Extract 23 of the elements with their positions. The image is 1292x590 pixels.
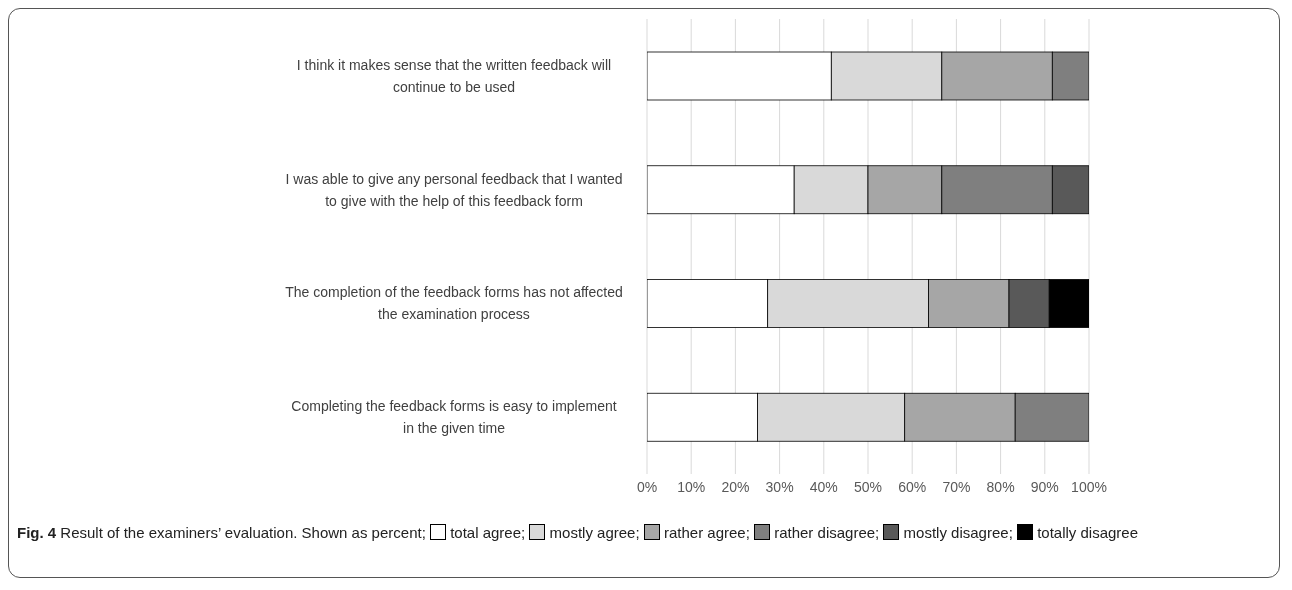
legend-label: rather agree;	[662, 524, 750, 541]
legend-label: mostly agree;	[548, 524, 640, 541]
y-tick-label: The completion of the feedback forms has not affected the examination process	[284, 283, 624, 325]
legend-label: total agree;	[449, 524, 526, 541]
y-tick-label: Completing the feedback forms is easy to implement in the given time	[290, 397, 618, 439]
y-tick-label: I was able to give any personal feedback that I wanted to give with the help of this feedback form	[284, 169, 624, 211]
x-tick-label: 30%	[765, 478, 794, 495]
x-tick-label: 70%	[942, 478, 971, 495]
x-tick-label: 20%	[721, 478, 750, 495]
text: Result of the examiners’ evaluation. Shown as percent;	[60, 524, 426, 541]
legend-label: mostly disagree;	[902, 524, 1013, 541]
x-tick-label: 90%	[1030, 478, 1059, 495]
x-tick-label: 10%	[677, 478, 706, 495]
legend-label: totally disagree	[1036, 524, 1139, 541]
x-tick-label: 50%	[853, 478, 883, 495]
text: Fig. 4	[17, 524, 57, 541]
x-tick-label: 40%	[809, 478, 838, 495]
x-tick-label: 80%	[986, 478, 1015, 495]
x-tick-label: 100%	[1071, 478, 1107, 495]
x-tick-label: 60%	[898, 478, 927, 495]
legend-label: rather disagree;	[773, 524, 880, 541]
y-tick-label: I think it makes sense that the written feedback will continue to be used	[295, 55, 613, 97]
x-tick-label: 0%	[636, 478, 658, 495]
